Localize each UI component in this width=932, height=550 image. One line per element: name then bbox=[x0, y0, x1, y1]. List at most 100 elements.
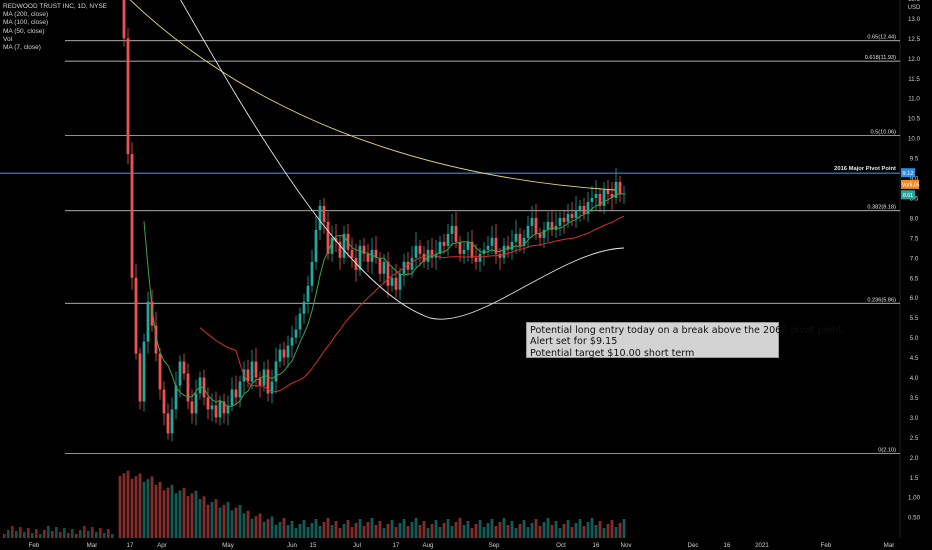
volume-bar bbox=[566, 520, 570, 538]
volume-bar bbox=[510, 521, 514, 538]
candle-body bbox=[458, 241, 462, 254]
volume-bar bbox=[574, 523, 578, 538]
price-tag-label: 8.61 bbox=[903, 193, 913, 199]
candle-body bbox=[298, 313, 302, 330]
candle-body bbox=[318, 205, 322, 230]
volume-bar bbox=[370, 518, 374, 538]
candle-body bbox=[586, 201, 590, 214]
fib-level-label: 0.5(10.06) bbox=[871, 130, 897, 136]
volume-bar bbox=[55, 527, 58, 538]
annotation-line-1: Potential long entry today on a break ab… bbox=[530, 325, 846, 336]
volume-bar bbox=[122, 473, 126, 538]
y-tick-label: 13.0 bbox=[908, 16, 921, 23]
volume-bar bbox=[506, 525, 510, 538]
volume-bar bbox=[434, 520, 438, 538]
volume-bar bbox=[31, 533, 34, 538]
volume-bar bbox=[118, 476, 122, 538]
volume-bar bbox=[134, 476, 138, 538]
candle-body bbox=[506, 245, 510, 250]
candle-body bbox=[526, 225, 530, 238]
legend-ma-100[interactable]: MA (100, close) bbox=[3, 19, 49, 27]
volume-bar bbox=[302, 520, 306, 538]
y-tick-label: 8.0 bbox=[910, 215, 919, 222]
volume-bar bbox=[398, 523, 402, 538]
candle-body bbox=[266, 369, 270, 394]
candle-body bbox=[430, 249, 434, 258]
candle-body bbox=[378, 257, 382, 274]
legend-ma-200[interactable]: MA (200, close) bbox=[3, 11, 49, 19]
legend-ma-7[interactable]: MA (7, close) bbox=[3, 44, 41, 52]
candle-body bbox=[278, 349, 282, 362]
volume-bar bbox=[186, 496, 190, 538]
x-tick-label: May bbox=[222, 542, 235, 549]
annotation-box[interactable]: Potential long entry today on a break ab… bbox=[526, 322, 846, 359]
legend-vol[interactable]: Vol bbox=[3, 35, 13, 43]
volume-bar bbox=[610, 520, 614, 538]
candle-body bbox=[174, 385, 178, 410]
volume-bar bbox=[15, 531, 18, 538]
y-tick-label: 6.5 bbox=[910, 275, 919, 282]
candle-body bbox=[598, 193, 602, 206]
volume-bar bbox=[278, 522, 282, 538]
volume-bar bbox=[338, 528, 342, 538]
volume-bar bbox=[218, 507, 222, 538]
volume-bar bbox=[282, 518, 286, 538]
price-tag bbox=[910, 179, 919, 189]
candle-body bbox=[330, 237, 334, 254]
legend-ma-50[interactable]: MA (50, close) bbox=[3, 27, 45, 35]
candle-body bbox=[618, 181, 622, 194]
price-tag bbox=[901, 179, 910, 189]
volume-bar bbox=[454, 522, 458, 538]
volume-bar bbox=[530, 523, 534, 538]
x-tick-label: Feb bbox=[821, 542, 832, 549]
volume-bar bbox=[274, 524, 278, 538]
candle-body bbox=[134, 277, 138, 354]
ma-7-line bbox=[143, 193, 625, 408]
candle-body bbox=[146, 301, 150, 342]
candle-body bbox=[534, 217, 538, 234]
candle-body bbox=[350, 249, 354, 258]
candle-body bbox=[178, 361, 182, 386]
candle-body bbox=[446, 233, 450, 246]
candle-body bbox=[454, 225, 458, 242]
candle-body bbox=[210, 405, 214, 410]
candle-body bbox=[150, 301, 154, 326]
candle-body bbox=[478, 253, 482, 262]
candle-body bbox=[214, 405, 218, 418]
volume-bar bbox=[402, 519, 406, 538]
y-tick-label: 11.0 bbox=[908, 96, 920, 103]
volume-bar bbox=[126, 470, 130, 538]
volume-bar bbox=[590, 518, 594, 538]
candle-body bbox=[310, 261, 314, 286]
volume-bar bbox=[490, 519, 494, 538]
candle-body bbox=[494, 237, 498, 254]
volume-bar bbox=[206, 504, 210, 538]
volume-bar bbox=[111, 534, 114, 538]
candle-body bbox=[206, 397, 210, 410]
volume-bar bbox=[326, 518, 330, 538]
volume-bar bbox=[103, 533, 106, 538]
volume-bar bbox=[250, 518, 254, 538]
candle-body bbox=[154, 325, 158, 354]
candle-body bbox=[238, 381, 242, 398]
candle-body bbox=[466, 241, 470, 250]
volume-bar bbox=[518, 524, 522, 538]
candle-body bbox=[190, 401, 194, 414]
volume-bar bbox=[146, 479, 150, 538]
volume-bar bbox=[614, 527, 618, 538]
fib-level-label: 0(2.10) bbox=[878, 447, 896, 453]
volume-bar bbox=[550, 525, 554, 538]
candle-body bbox=[390, 277, 394, 286]
candle-body bbox=[186, 373, 190, 402]
volume-bar bbox=[47, 526, 50, 538]
candle-body bbox=[338, 241, 342, 258]
candle-body bbox=[158, 353, 162, 390]
candle-body bbox=[286, 345, 290, 358]
ma-200-line bbox=[129, 0, 616, 191]
volume-bar bbox=[294, 528, 298, 538]
x-tick-label: Apr bbox=[157, 542, 167, 549]
candle-body bbox=[258, 377, 262, 386]
volume-bar bbox=[498, 522, 502, 538]
volume-bar bbox=[23, 532, 26, 538]
